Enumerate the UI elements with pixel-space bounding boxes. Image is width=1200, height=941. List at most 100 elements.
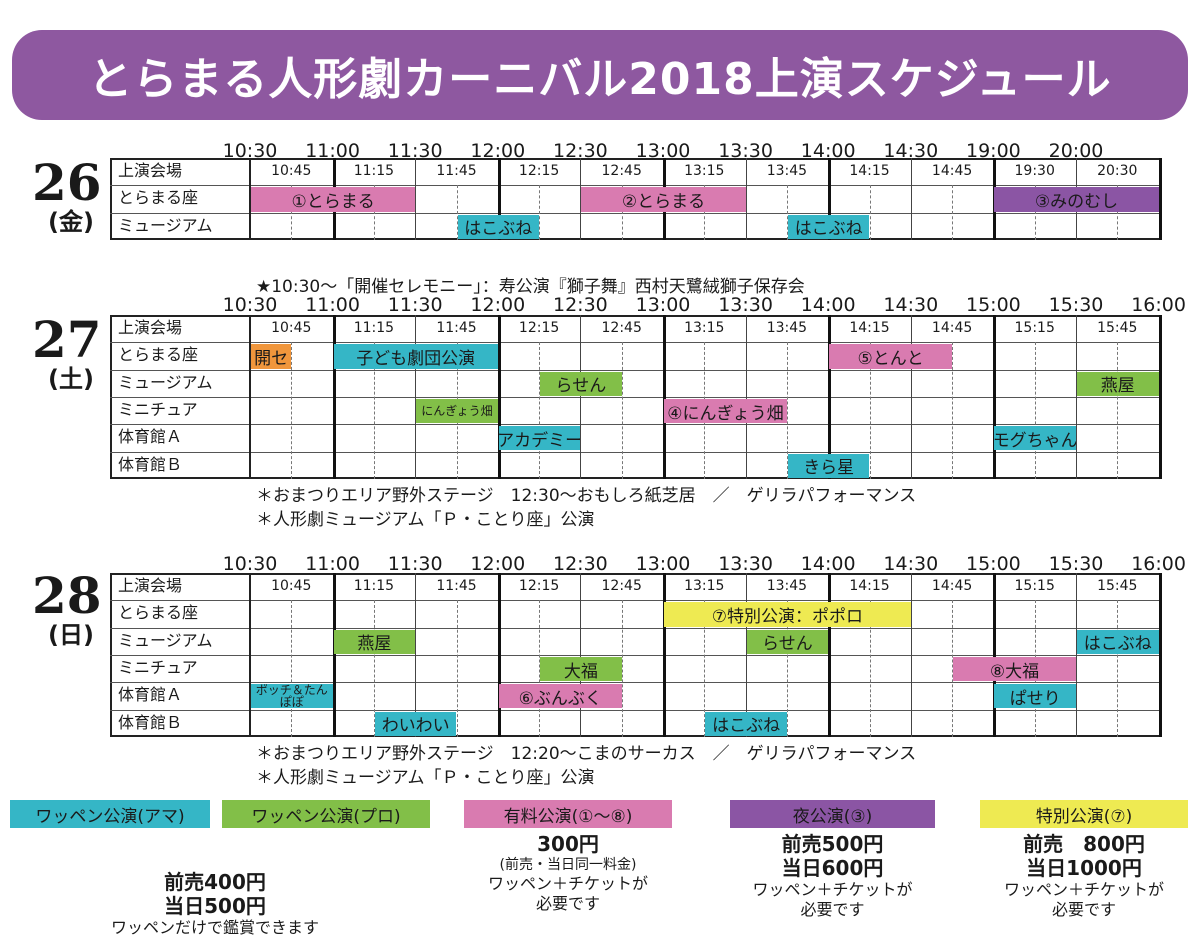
row-divider: [110, 424, 1162, 426]
grid-line: [745, 573, 747, 737]
performance-block[interactable]: ⑧大福: [953, 656, 1076, 682]
grid-line: [373, 185, 375, 240]
performance-block[interactable]: ⑦特別公演：ポポロ: [664, 602, 911, 627]
row-divider: [110, 369, 1162, 371]
grid-line: [1117, 185, 1119, 240]
grid-line: [291, 342, 293, 479]
subtick-label: 11:15: [353, 320, 395, 336]
grid-line: [1158, 573, 1162, 737]
grid-line: [373, 600, 375, 737]
grid-line: [663, 573, 666, 737]
grid-line: [786, 185, 788, 240]
time-tick-label: 10:30: [222, 553, 278, 575]
time-tick-label: 11:00: [305, 294, 360, 316]
row-divider: [110, 709, 1162, 711]
performance-block[interactable]: きら星: [787, 453, 870, 478]
grid-line: [291, 185, 293, 240]
performance-block[interactable]: ⑤とんと: [829, 344, 953, 369]
time-tick-label: 12:30: [553, 294, 608, 316]
venue-label: 上演会場: [118, 318, 183, 337]
performance-block[interactable]: 子ども劇団公演: [333, 344, 498, 369]
performance-block[interactable]: ①とらまる: [251, 187, 416, 212]
grid-line: [621, 342, 623, 479]
grid-line: [580, 315, 582, 479]
subtick-label: 11:45: [436, 163, 477, 179]
performance-block[interactable]: 燕屋: [333, 629, 416, 654]
subtick-label: 13:45: [766, 163, 808, 179]
venue-label: 上演会場: [118, 161, 183, 180]
row-divider: [110, 451, 1162, 453]
day-number: 28: [32, 566, 102, 625]
performance-block[interactable]: ④にんぎょう畑: [664, 398, 787, 424]
subtick-label: 12:15: [518, 320, 560, 336]
grid-line: [910, 573, 912, 737]
time-tick-label: 13:00: [635, 553, 691, 575]
grid-line: [828, 573, 832, 737]
grid-line: [1158, 158, 1162, 240]
time-tick-label: 16:00: [1131, 553, 1186, 575]
subtick-label: 11:45: [436, 320, 477, 336]
performance-block[interactable]: はこぶね: [1077, 629, 1159, 654]
performance-block[interactable]: 大福: [540, 656, 622, 682]
performance-block[interactable]: 燕屋: [1077, 371, 1159, 396]
subtick-label: 13:15: [684, 163, 725, 179]
time-tick-label: 13:00: [635, 140, 691, 162]
performance-block[interactable]: アカデミー: [498, 426, 581, 451]
row-divider: [110, 600, 1162, 602]
subtick-label: 13:45: [766, 320, 808, 336]
performance-block[interactable]: モグちゃん: [994, 426, 1076, 451]
time-tick-label: 12:30: [553, 140, 608, 162]
performance-block[interactable]: らせん: [746, 629, 829, 654]
performance-block[interactable]: にんぎょう畑: [416, 398, 498, 424]
performance-block[interactable]: 開セ: [251, 344, 292, 369]
performance-block[interactable]: ②とらまる: [581, 187, 746, 212]
performance-block[interactable]: らせん: [540, 371, 622, 396]
grid-line: [704, 600, 706, 737]
performance-block[interactable]: ポッチ＆たんぽぽ: [251, 684, 333, 709]
day-number: 26: [32, 153, 102, 212]
price-line: ワッペン＋チケットが: [752, 880, 913, 899]
row-divider: [110, 185, 1162, 187]
subtick-label: 12:15: [518, 578, 560, 594]
grid-line: [745, 315, 747, 479]
price-line: 当日500円: [164, 894, 266, 918]
venue-label: ミニチュア: [118, 399, 198, 419]
venue-label: 体育館Ｂ: [118, 454, 183, 474]
performance-block[interactable]: ぱせり: [994, 684, 1076, 709]
performance-block[interactable]: ⑥ぶんぶく: [498, 684, 622, 709]
grid-line: [869, 600, 871, 737]
venue-label: 体育館Ａ: [118, 427, 183, 447]
row-divider: [110, 212, 1162, 214]
performance-block[interactable]: はこぶね: [787, 214, 870, 239]
subtick-label: 12:15: [518, 163, 560, 179]
grid-line: [1117, 600, 1119, 737]
grid-line: [745, 158, 747, 240]
day-of-week: (日): [48, 621, 94, 649]
subtick-label: 13:15: [684, 578, 725, 594]
legend-item: ワッペン公演(アマ): [10, 800, 210, 828]
subtick-label: 15:15: [1014, 320, 1055, 336]
performance-block[interactable]: はこぶね: [705, 711, 787, 736]
price-line: 必要です: [800, 900, 865, 919]
subtick-label: 20:30: [1097, 163, 1138, 179]
subtick-label: 14:15: [849, 163, 890, 179]
ceremony-note: ★10:30〜「開催セレモニー」：寿公演『獅子舞』西村天鷺絨獅子保存会: [256, 277, 805, 297]
price-line: 前売400円: [164, 870, 266, 894]
grid-line: [415, 573, 417, 737]
performance-block[interactable]: はこぶね: [457, 214, 540, 239]
performance-block[interactable]: ③みのむし: [994, 187, 1159, 212]
time-tick-label: 12:00: [470, 140, 526, 162]
day-number: 27: [32, 310, 102, 369]
subtick-label: 14:15: [849, 320, 890, 336]
grid-line: [291, 600, 293, 737]
venue-label: 体育館Ａ: [118, 685, 183, 705]
subtick-label: 15:15: [1014, 578, 1055, 594]
time-tick-label: 16:00: [1131, 294, 1186, 316]
label-column-divider: [249, 315, 251, 479]
grid-line: [910, 315, 912, 479]
grid-line: [993, 573, 997, 737]
subtick-label: 10:45: [271, 320, 312, 336]
venue-label: とらまる座: [118, 345, 199, 365]
time-tick-label: 13:30: [718, 294, 773, 316]
performance-block[interactable]: わいわい: [374, 711, 457, 736]
